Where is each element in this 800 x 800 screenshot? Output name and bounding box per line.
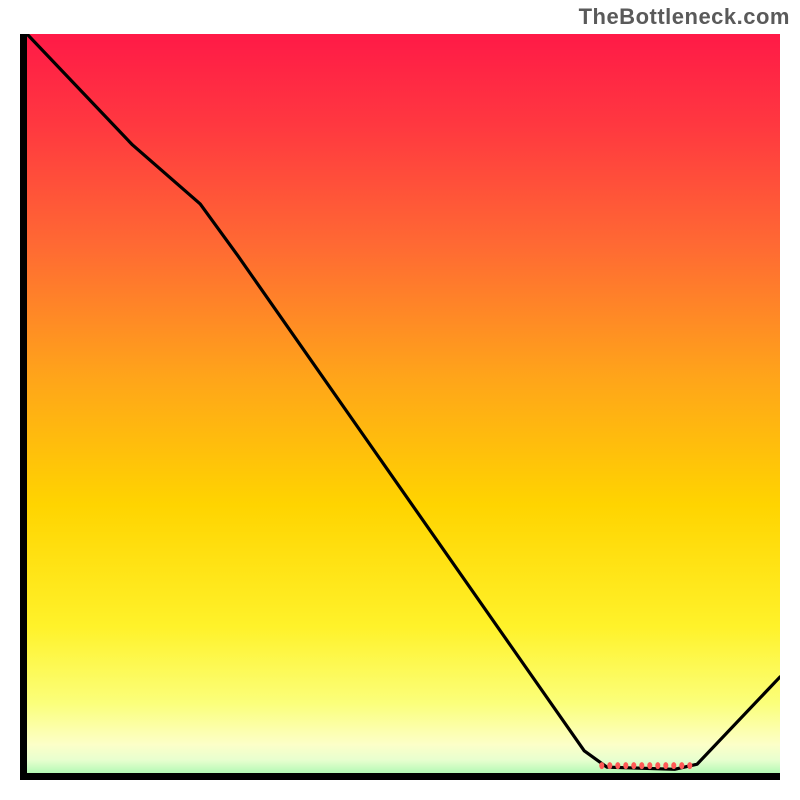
- x-axis-line: [20, 773, 780, 780]
- chart-container: TheBottleneck.com: [0, 0, 800, 800]
- plot-frame: [20, 34, 780, 780]
- gradient-background: [20, 34, 780, 780]
- y-axis-line: [20, 34, 27, 780]
- attribution-text: TheBottleneck.com: [579, 4, 790, 30]
